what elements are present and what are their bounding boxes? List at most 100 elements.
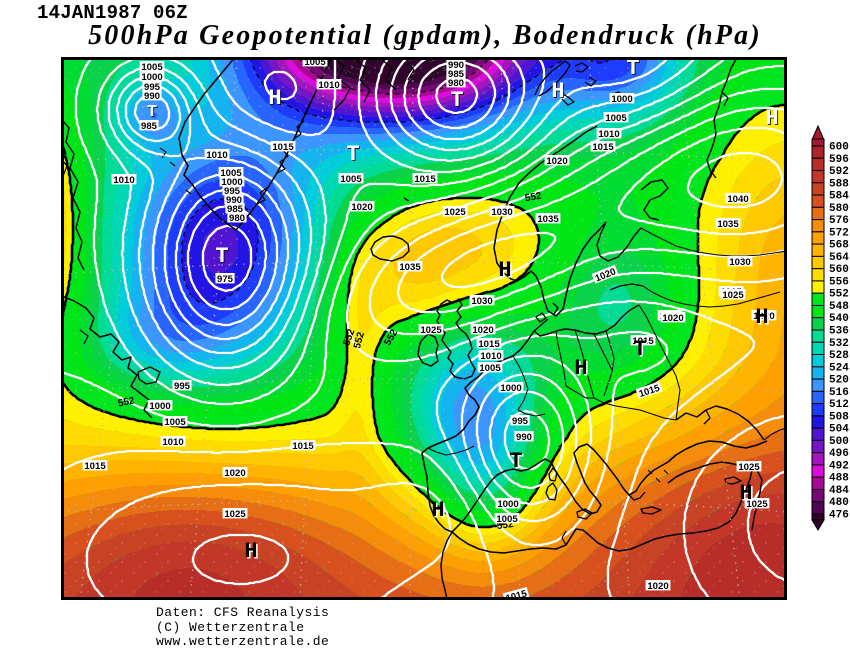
svg-text:1010: 1010 — [480, 351, 501, 362]
svg-text:H: H — [498, 258, 511, 283]
svg-text:520: 520 — [829, 375, 849, 387]
svg-text:T: T — [147, 103, 157, 122]
svg-text:1030: 1030 — [729, 257, 750, 268]
svg-text:576: 576 — [829, 215, 849, 227]
svg-text:552: 552 — [117, 395, 136, 409]
svg-text:540: 540 — [829, 313, 849, 325]
svg-text:995: 995 — [174, 381, 191, 392]
svg-text:T: T — [633, 337, 646, 362]
svg-text:H: H — [765, 106, 778, 131]
svg-text:552: 552 — [829, 289, 849, 301]
svg-text:T: T — [346, 142, 359, 167]
svg-text:H: H — [433, 500, 446, 525]
svg-text:1020: 1020 — [647, 581, 668, 592]
svg-text:H: H — [766, 107, 779, 132]
svg-text:H: H — [246, 541, 259, 566]
svg-text:H: H — [576, 358, 589, 383]
svg-text:532: 532 — [829, 338, 849, 350]
svg-text:1015: 1015 — [478, 339, 500, 350]
svg-text:1020: 1020 — [224, 468, 245, 479]
svg-text:1010: 1010 — [206, 150, 227, 161]
svg-text:500: 500 — [829, 436, 849, 448]
svg-text:1025: 1025 — [444, 207, 466, 218]
svg-text:1015: 1015 — [414, 174, 436, 185]
svg-text:1020: 1020 — [351, 202, 372, 213]
svg-text:508: 508 — [829, 411, 849, 423]
svg-text:1010: 1010 — [598, 129, 619, 140]
svg-text:1000: 1000 — [221, 177, 242, 188]
svg-text:1000: 1000 — [611, 94, 632, 105]
svg-text:T: T — [215, 244, 228, 269]
svg-text:1005: 1005 — [220, 168, 242, 179]
svg-text:552: 552 — [352, 330, 367, 349]
svg-text:975: 975 — [217, 274, 234, 285]
svg-text:995: 995 — [224, 186, 241, 197]
svg-text:1025: 1025 — [746, 499, 768, 510]
svg-text:985: 985 — [141, 121, 158, 132]
svg-text:1005: 1005 — [340, 174, 362, 185]
svg-text:528: 528 — [829, 350, 849, 362]
svg-text:H: H — [757, 307, 770, 332]
svg-text:1010: 1010 — [318, 80, 339, 91]
svg-text:560: 560 — [829, 264, 849, 276]
svg-text:572: 572 — [829, 227, 849, 239]
svg-text:1005: 1005 — [605, 113, 627, 124]
svg-text:T: T — [626, 60, 639, 81]
svg-text:1020: 1020 — [472, 325, 493, 336]
svg-text:H: H — [431, 498, 444, 523]
svg-text:1035: 1035 — [399, 262, 421, 273]
svg-text:1015: 1015 — [292, 441, 314, 452]
svg-text:1010: 1010 — [113, 175, 134, 186]
svg-text:516: 516 — [829, 387, 849, 399]
svg-text:H: H — [739, 481, 752, 506]
svg-text:1030: 1030 — [471, 296, 492, 307]
svg-text:995: 995 — [144, 82, 161, 93]
svg-text:1000: 1000 — [497, 499, 518, 510]
svg-text:1015: 1015 — [272, 142, 294, 153]
svg-text:596: 596 — [829, 154, 849, 166]
svg-text:1010: 1010 — [162, 437, 183, 448]
svg-text:512: 512 — [829, 399, 849, 411]
svg-text:1025: 1025 — [722, 290, 744, 301]
svg-text:492: 492 — [829, 460, 849, 472]
svg-text:484: 484 — [829, 485, 849, 497]
svg-text:H: H — [244, 539, 257, 564]
svg-text:1005: 1005 — [304, 60, 326, 68]
svg-text:T: T — [511, 451, 524, 476]
svg-text:980: 980 — [229, 213, 245, 224]
svg-text:564: 564 — [829, 252, 849, 264]
svg-text:480: 480 — [829, 497, 849, 509]
svg-text:990: 990 — [226, 195, 242, 206]
svg-text:985: 985 — [227, 204, 244, 215]
svg-text:488: 488 — [829, 473, 849, 485]
svg-text:568: 568 — [829, 240, 849, 252]
svg-text:T: T — [451, 89, 464, 114]
svg-text:1025: 1025 — [738, 462, 760, 473]
svg-text:990: 990 — [448, 60, 464, 71]
svg-text:1020: 1020 — [546, 156, 567, 167]
svg-text:1015: 1015 — [632, 336, 654, 347]
svg-text:524: 524 — [829, 362, 849, 374]
svg-text:1005: 1005 — [164, 417, 186, 428]
svg-text:985: 985 — [448, 69, 465, 80]
svg-text:504: 504 — [829, 424, 849, 436]
svg-text:1000: 1000 — [500, 383, 521, 394]
svg-text:T: T — [509, 449, 522, 474]
svg-text:552: 552 — [524, 191, 543, 205]
svg-text:990: 990 — [144, 91, 160, 102]
svg-text:H: H — [574, 356, 587, 381]
svg-text:1020: 1020 — [662, 313, 683, 324]
svg-text:1000: 1000 — [149, 401, 170, 412]
svg-text:990: 990 — [516, 432, 532, 443]
svg-text:1025: 1025 — [420, 325, 442, 336]
svg-text:600: 600 — [829, 142, 849, 154]
svg-text:1015: 1015 — [592, 142, 614, 153]
svg-text:H: H — [741, 483, 754, 508]
svg-text:592: 592 — [829, 166, 849, 178]
svg-text:H: H — [551, 79, 564, 104]
svg-text:T: T — [148, 104, 158, 123]
svg-text:476: 476 — [829, 510, 849, 522]
svg-text:H: H — [500, 260, 513, 285]
svg-text:1005: 1005 — [496, 514, 518, 525]
svg-text:H: H — [552, 80, 565, 105]
